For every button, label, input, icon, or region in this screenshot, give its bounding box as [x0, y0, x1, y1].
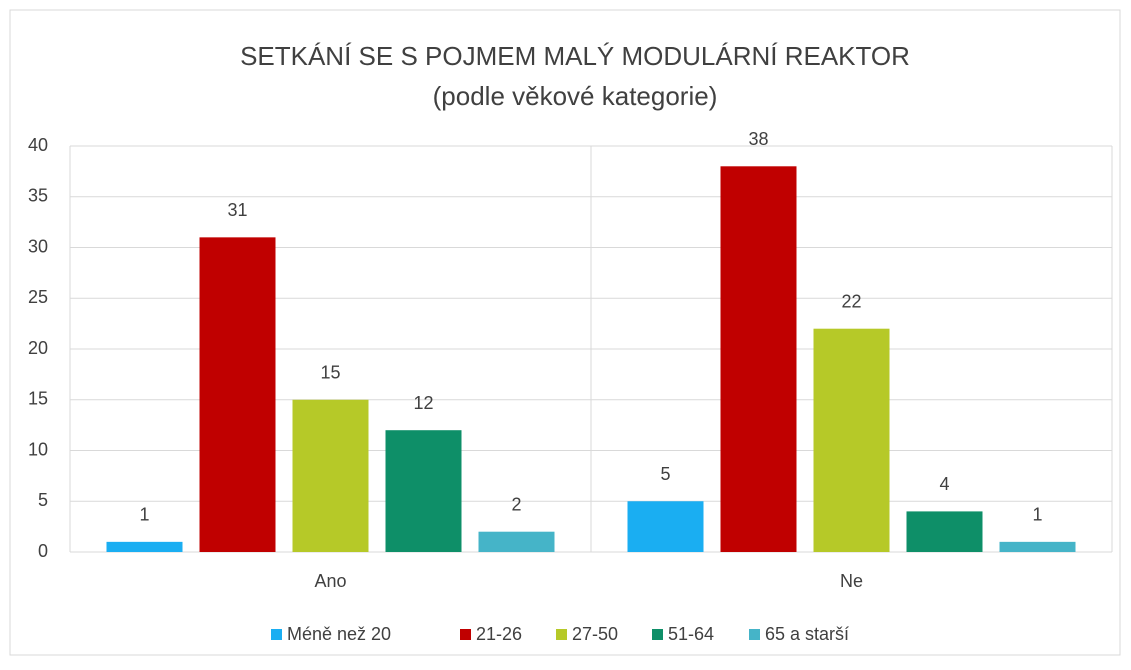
legend-swatch [271, 629, 282, 640]
y-tick-label: 40 [28, 135, 48, 155]
data-label: 4 [939, 474, 949, 494]
y-tick-label: 5 [38, 490, 48, 510]
chart-subtitle: (podle věkové kategorie) [433, 81, 718, 111]
y-tick-label: 35 [28, 186, 48, 206]
data-label: 38 [748, 129, 768, 149]
data-label: 31 [227, 200, 247, 220]
bar [106, 541, 183, 552]
bar [385, 430, 462, 552]
legend-label: Méně než 20 [287, 624, 391, 644]
y-tick-label: 15 [28, 389, 48, 409]
bar [292, 399, 369, 552]
legend-swatch [556, 629, 567, 640]
legend-label: 27-50 [572, 624, 618, 644]
legend-label: 51-64 [668, 624, 714, 644]
x-tick-label: Ano [314, 571, 346, 591]
y-tick-label: 20 [28, 338, 48, 358]
data-label: 2 [511, 494, 521, 514]
legend-swatch [749, 629, 760, 640]
legend-swatch [460, 629, 471, 640]
bar [999, 541, 1076, 552]
bar [627, 501, 704, 552]
data-label: 15 [320, 363, 340, 383]
data-label: 1 [1032, 505, 1042, 525]
bar [906, 511, 983, 552]
x-tick-label: Ne [840, 571, 863, 591]
chart-title: SETKÁNÍ SE S POJMEM MALÝ MODULÁRNÍ REAKT… [240, 41, 910, 71]
y-tick-label: 0 [38, 541, 48, 561]
data-label: 1 [139, 505, 149, 525]
legend-label: 65 a starší [765, 624, 849, 644]
data-label: 22 [841, 291, 861, 311]
bar [199, 237, 276, 552]
y-tick-label: 10 [28, 439, 48, 459]
legend-swatch [652, 629, 663, 640]
data-label: 12 [413, 393, 433, 413]
bar [813, 328, 890, 552]
bar [478, 531, 555, 552]
legend-label: 21-26 [476, 624, 522, 644]
data-label: 5 [660, 464, 670, 484]
y-tick-label: 30 [28, 236, 48, 256]
y-tick-label: 25 [28, 287, 48, 307]
bar [720, 166, 797, 553]
